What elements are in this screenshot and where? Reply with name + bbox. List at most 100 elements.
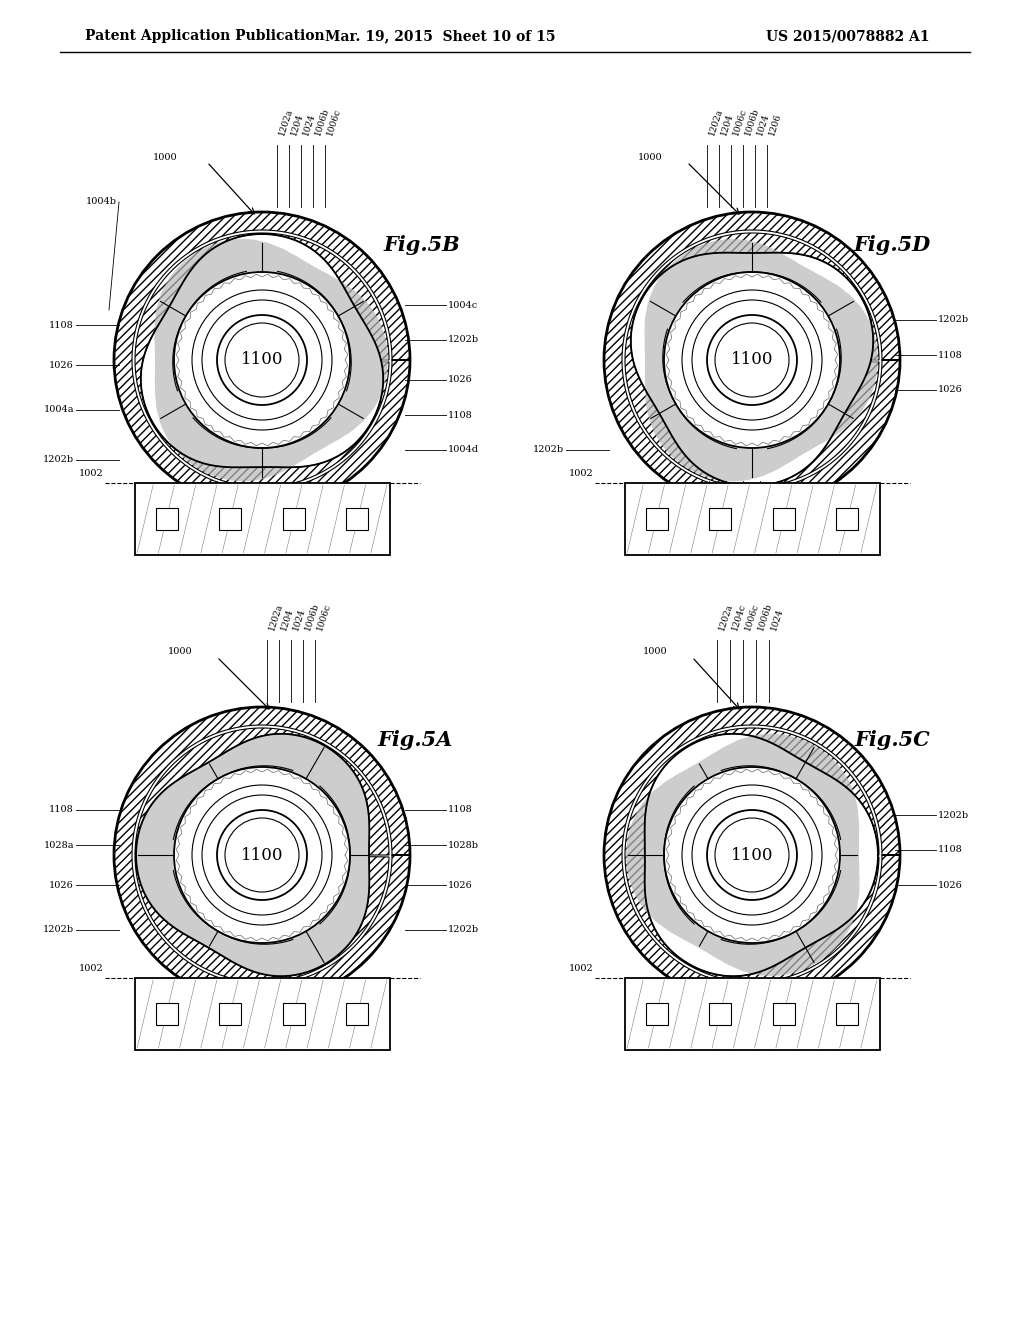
Text: 1006b: 1006b [313,107,331,137]
Text: 1202a: 1202a [717,602,734,632]
Text: Fig.5D: Fig.5D [853,235,931,255]
Text: 1204: 1204 [775,998,791,1023]
Text: Mar. 19, 2015  Sheet 10 of 15: Mar. 19, 2015 Sheet 10 of 15 [325,29,555,44]
Text: 1202a: 1202a [707,107,724,137]
Polygon shape [135,234,389,487]
Text: 1202b: 1202b [532,446,564,454]
Polygon shape [752,301,878,479]
Polygon shape [644,301,752,482]
Polygon shape [604,708,900,1003]
Polygon shape [649,239,855,315]
Text: 1004b: 1004b [86,198,117,206]
Text: 1004c: 1004c [449,301,478,309]
Text: 1026: 1026 [449,375,473,384]
Polygon shape [136,855,325,975]
Text: 1024: 1024 [291,607,306,632]
Bar [646,1003,668,1026]
Polygon shape [698,734,859,855]
Text: 1026: 1026 [938,880,963,890]
Text: 1108: 1108 [49,805,74,814]
Text: 1100: 1100 [731,351,773,368]
Text: 1006b: 1006b [756,602,773,632]
Text: 1024: 1024 [707,998,723,1023]
Text: 1108: 1108 [449,805,473,814]
Text: Patent Application Publication: Patent Application Publication [85,29,325,44]
Bar [156,1003,178,1026]
Text: 1202a: 1202a [292,998,309,1027]
Text: 1024: 1024 [258,998,273,1023]
Text: 1204c: 1204c [730,603,748,632]
Text: 1202b: 1202b [43,925,74,935]
Polygon shape [306,746,370,964]
Text: 1204: 1204 [719,112,734,137]
Bar [156,508,178,531]
Text: 1024: 1024 [301,112,316,137]
Text: 1028a: 1028a [43,841,74,850]
Text: 1006c: 1006c [315,602,332,632]
Text: 1212: 1212 [319,1034,344,1043]
Polygon shape [159,404,365,482]
Circle shape [657,760,847,950]
Text: 1202b: 1202b [43,455,74,465]
Polygon shape [625,234,879,487]
Text: 1004d: 1004d [449,446,479,454]
Bar [646,508,668,531]
Text: 1026: 1026 [49,360,74,370]
Polygon shape [136,734,325,855]
Polygon shape [626,763,708,948]
Text: 1028b: 1028b [449,841,479,850]
Text: 1006a: 1006a [726,503,743,533]
Text: Fig.5B: Fig.5B [384,235,461,255]
Text: 1024: 1024 [251,503,266,528]
Text: 1006a: 1006a [207,998,224,1028]
Text: 1008: 1008 [241,998,257,1023]
Text: 1204: 1204 [275,998,291,1023]
Text: 1000: 1000 [637,153,662,161]
Text: 1210: 1210 [659,1034,684,1043]
Text: 1100: 1100 [241,846,284,863]
Text: 1002: 1002 [569,964,594,973]
Polygon shape [698,855,859,975]
Text: 1206: 1206 [767,112,782,137]
Text: 1212: 1212 [319,539,344,548]
Bar [346,508,368,531]
Text: 1210: 1210 [170,539,195,548]
Text: 1202a: 1202a [758,998,775,1027]
Text: 1210: 1210 [659,539,684,548]
Text: 1026: 1026 [938,385,963,395]
Circle shape [217,315,307,405]
Text: 1210: 1210 [170,1034,195,1043]
Text: 1006c: 1006c [743,602,760,632]
Circle shape [217,810,307,900]
Polygon shape [135,729,389,982]
Bar [773,1003,795,1026]
Text: 1108: 1108 [49,321,74,330]
Text: 1006c: 1006c [325,107,342,137]
Text: 1024: 1024 [755,112,771,137]
Text: 1006b: 1006b [743,107,761,137]
Text: 1202b: 1202b [938,810,969,820]
Text: 1202a: 1202a [278,107,294,137]
Text: 1006d: 1006d [743,503,761,533]
Text: 1108: 1108 [449,411,473,420]
Bar [836,508,858,531]
Circle shape [174,767,350,942]
Text: 1100: 1100 [731,846,773,863]
Text: US 2015/0078882 A1: US 2015/0078882 A1 [767,29,930,44]
Text: 1002: 1002 [79,964,104,973]
Text: 1212: 1212 [810,1034,835,1043]
Text: 1024: 1024 [709,503,725,528]
Text: 1100: 1100 [241,351,284,368]
Polygon shape [114,708,410,1003]
Text: 1204: 1204 [289,112,304,137]
Text: 1212: 1212 [810,539,835,548]
Text: 1006a: 1006a [724,998,741,1028]
Text: 1202b: 1202b [938,315,969,325]
Text: 1026: 1026 [49,880,74,890]
Text: 1204: 1204 [268,503,284,528]
Text: 1000: 1000 [153,153,177,161]
Text: 1002: 1002 [79,469,104,478]
Bar [283,1003,305,1026]
Bar [836,1003,858,1026]
Text: 1006d: 1006d [741,998,759,1028]
